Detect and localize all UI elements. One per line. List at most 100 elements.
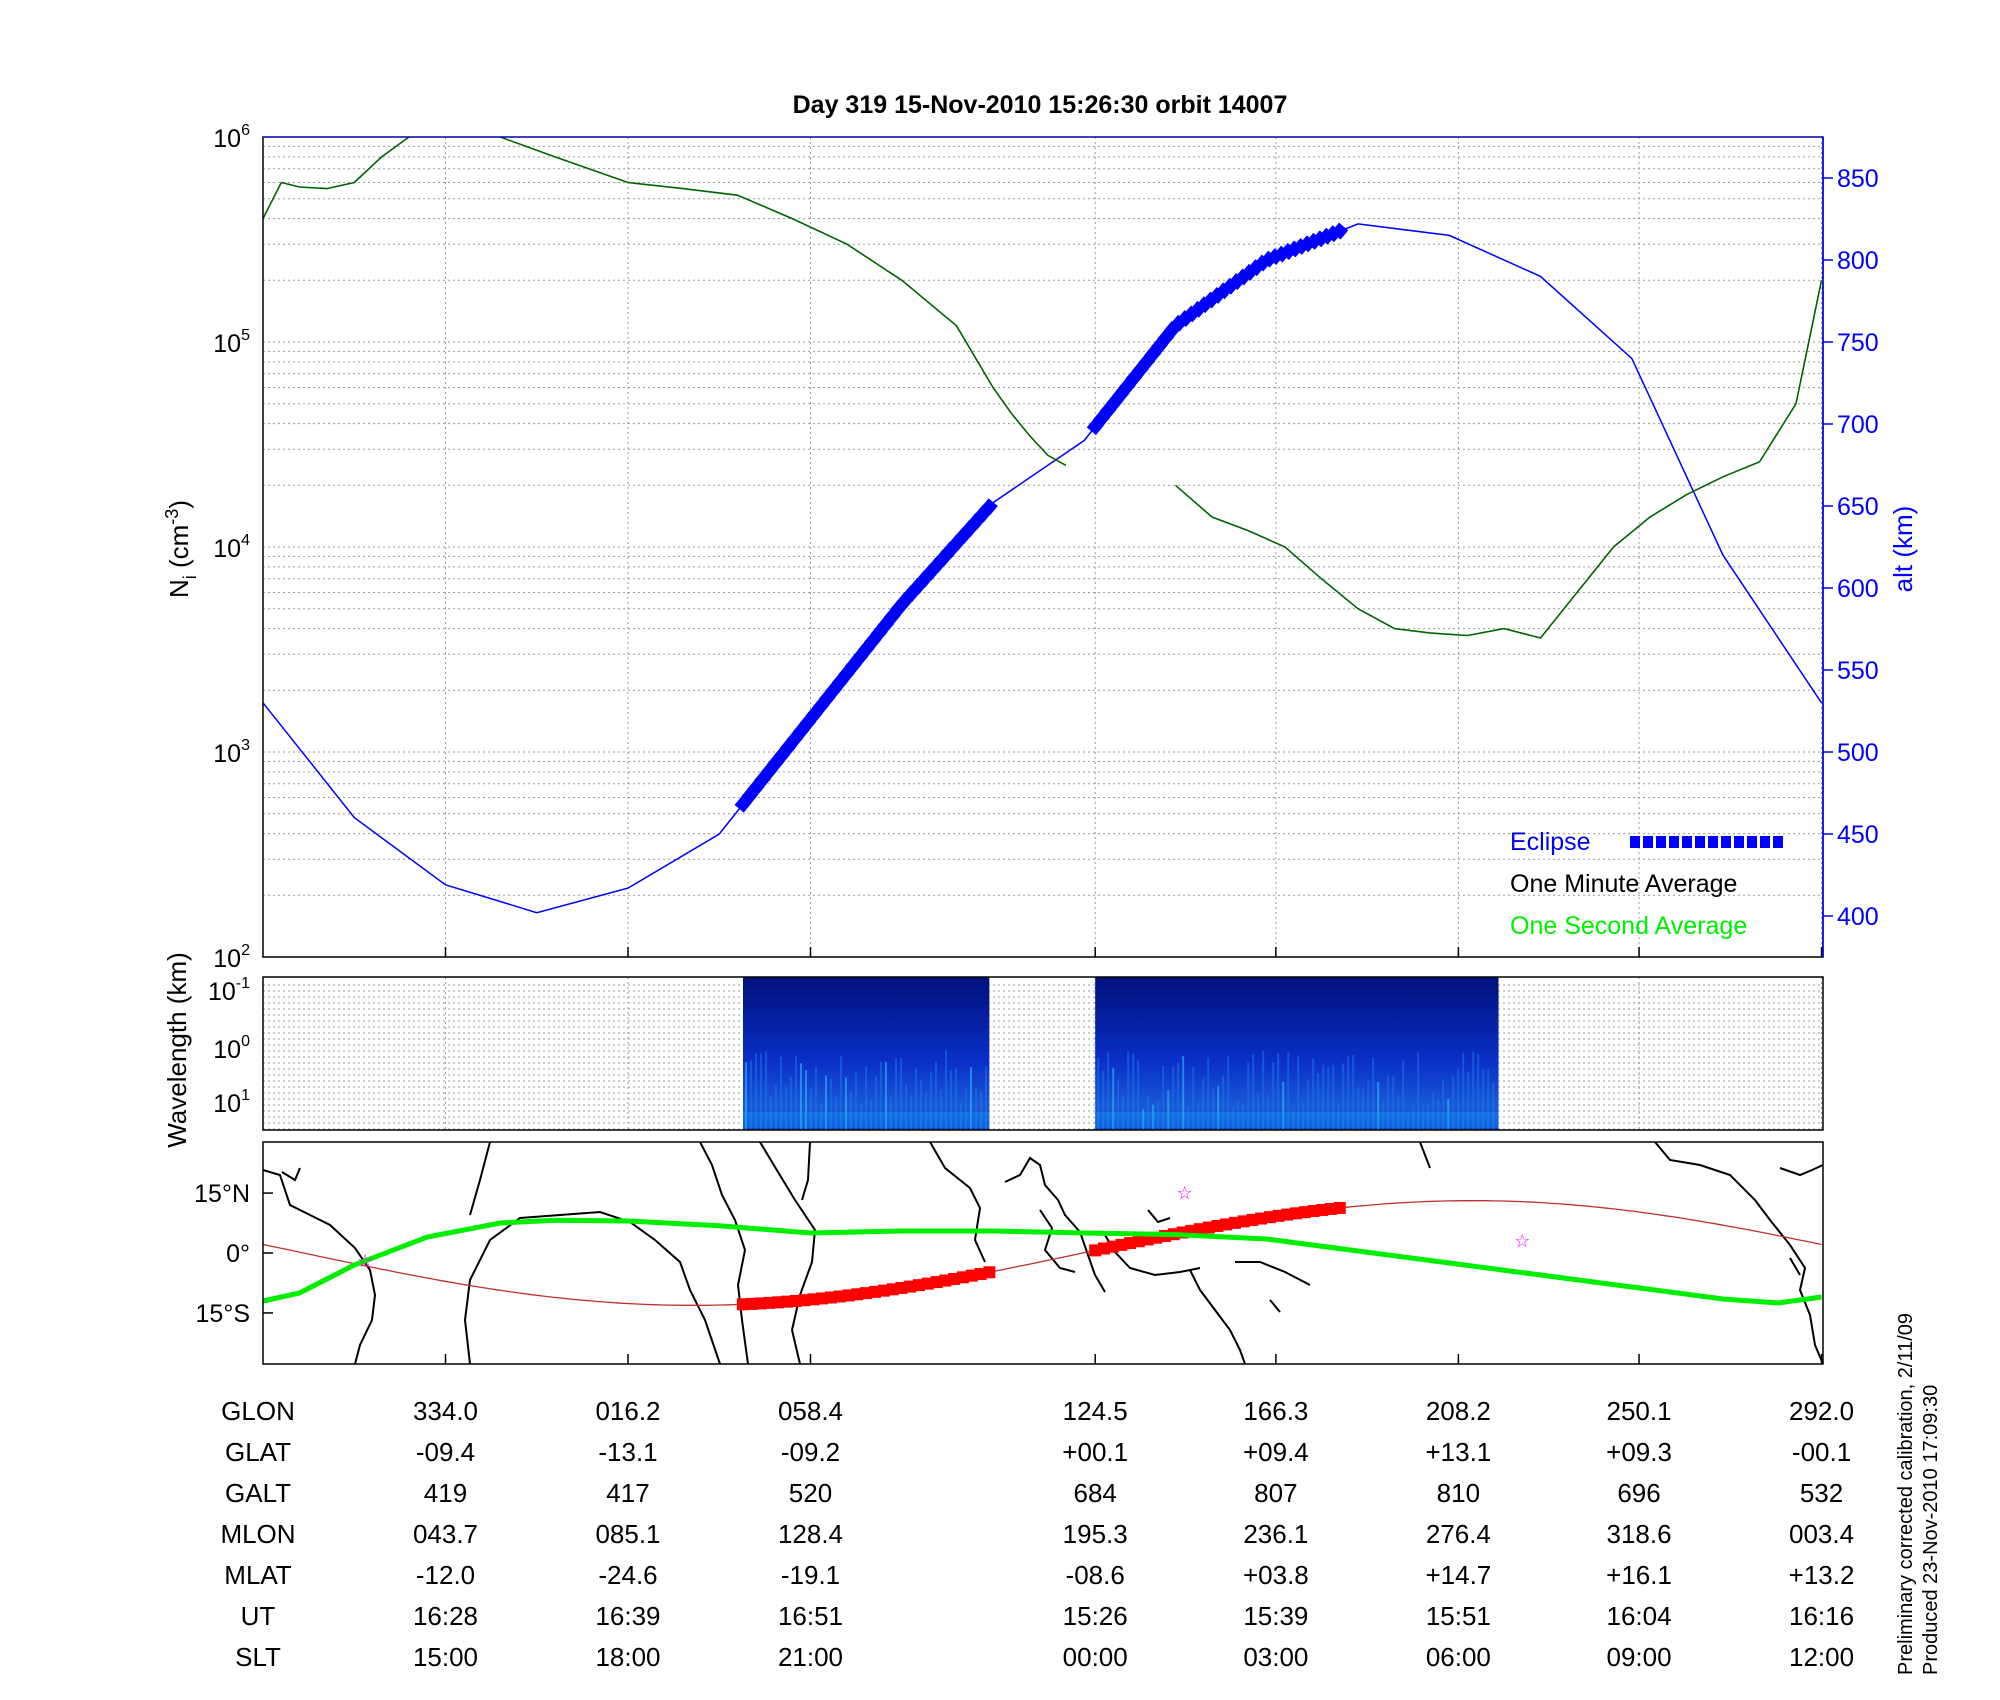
y2-tick-label: 750 (1837, 329, 1879, 357)
spectrogram-streak (1467, 1072, 1470, 1130)
row-label-glat: GLAT (225, 1437, 291, 1467)
table-cell: 16:39 (595, 1601, 660, 1631)
spectrogram-streak (1207, 1057, 1210, 1130)
table-cell: -08.6 (1066, 1560, 1125, 1590)
spectrogram-streak (949, 1070, 952, 1130)
spectrogram-streak (1437, 1099, 1440, 1130)
spectrogram-streak (1227, 1056, 1230, 1130)
spectrogram-streak (774, 1085, 777, 1130)
spectrogram-streak (1327, 1067, 1330, 1130)
spectrogram-streak (1402, 1060, 1405, 1130)
table-cell: -09.2 (781, 1437, 840, 1467)
table-cell: 12:00 (1789, 1642, 1854, 1672)
spectrogram-band (1095, 1112, 1499, 1128)
spectrogram-streak (814, 1067, 817, 1130)
table-cell: 15:00 (413, 1642, 478, 1672)
y-tick-label: 15°S (196, 1300, 250, 1328)
spectrogram-streak (1382, 1100, 1385, 1130)
table-cell: 419 (424, 1478, 467, 1508)
spectrogram-streak (889, 1097, 892, 1130)
y2-tick-label: 600 (1837, 575, 1879, 603)
table-cell: 417 (606, 1478, 649, 1508)
table-cell: +16.1 (1606, 1560, 1672, 1590)
spectrogram-streak (1147, 1096, 1150, 1130)
spectrogram-streak (984, 1066, 987, 1130)
spectrogram-streak (1287, 1052, 1290, 1130)
table-cell: 00:00 (1063, 1642, 1128, 1672)
spectrogram-y-ticks: 10-1 100 101 (208, 975, 250, 1118)
row-label-glon: GLON (221, 1396, 295, 1426)
spectrogram-streak (1392, 1075, 1395, 1130)
y2-tick-label: 650 (1837, 493, 1879, 521)
spectrogram-streak (1172, 1066, 1175, 1130)
table-cell: 810 (1437, 1478, 1480, 1508)
spectrogram-streak (1247, 1061, 1250, 1130)
altitude-y-ticks: 400 450 500 550 600 650 700 750 800 850 (1823, 165, 1879, 931)
spectrogram-streak (879, 1062, 882, 1130)
spectrogram-streak (1107, 1052, 1110, 1130)
track-line (262, 1200, 1822, 1306)
legend-eclipse-marker (1630, 836, 1783, 848)
spectrogram-streak (1217, 1085, 1220, 1130)
spectrogram-streak (974, 1087, 977, 1130)
y-tick-label: 105 (213, 327, 250, 358)
y2-tick-label: 800 (1837, 247, 1879, 275)
spectrogram-streak (1357, 1086, 1360, 1130)
y-tick-label: 0° (226, 1240, 250, 1268)
density-vertical-grid (444, 137, 1823, 957)
legend-eclipse-square (1695, 836, 1705, 848)
spectrogram-streak (764, 1051, 767, 1130)
track-eclipse-marker (1333, 1201, 1346, 1214)
y-tick-label: 101 (213, 1087, 250, 1118)
spectrogram-streak (1302, 1102, 1305, 1130)
spectrogram-streak (1177, 1062, 1180, 1130)
spectrogram-streak (959, 1102, 962, 1130)
spectrogram-streak (1337, 1102, 1340, 1130)
spectrogram-streak (1352, 1054, 1355, 1130)
legend-eclipse-square (1760, 836, 1770, 848)
table-cell: -09.4 (416, 1437, 475, 1467)
spectrogram-streak (929, 1072, 932, 1130)
spectrogram-streak (1252, 1054, 1255, 1130)
spectrogram-streak (1127, 1051, 1130, 1130)
spectrogram-streak (869, 1099, 872, 1130)
spectrogram-segments (742, 977, 1499, 1130)
legend-one-second: One Second Average (1510, 912, 1747, 940)
orbit-table: GLON GLAT GALT MLON MLAT UT SLT 334.0 -09.4 419 04… (220, 1396, 1854, 1672)
spectrogram-streak (799, 1063, 802, 1130)
spectrogram-streak (1432, 1092, 1435, 1130)
spectrogram-streak (1342, 1063, 1345, 1130)
table-cell: 124.5 (1063, 1396, 1128, 1426)
table-cell: 043.7 (413, 1519, 478, 1549)
altitude-series (262, 223, 1823, 914)
spectrogram-streak (894, 1058, 897, 1130)
table-cell: 195.3 (1063, 1519, 1128, 1549)
spectrogram-streak (844, 1077, 847, 1130)
spectrogram-streak (1297, 1056, 1300, 1130)
density-y-ticks: 102 103 104 105 106 (213, 122, 250, 973)
legend-eclipse-square (1630, 836, 1640, 848)
spectrogram-streak (914, 1068, 917, 1130)
table-cell: 18:00 (595, 1642, 660, 1672)
spectrogram-streak (924, 1092, 927, 1130)
spectrogram-streak (1192, 1066, 1195, 1130)
spectrogram-y-label: Wavelength (km) (162, 952, 192, 1148)
spectrogram-streak (1477, 1054, 1480, 1130)
spectrogram-streak (1197, 1102, 1200, 1130)
spectrogram-streak (1242, 1104, 1245, 1130)
spectrogram-streak (939, 1089, 942, 1130)
spectrogram-streak (979, 1090, 982, 1130)
spectrogram-streak (1292, 1109, 1295, 1130)
footprint-trail (262, 1217, 1822, 1306)
spectrogram-streak (1372, 1057, 1375, 1130)
map-y-ticks: 15°N 0° 15°S (194, 1180, 273, 1328)
table-cell: 532 (1800, 1478, 1843, 1508)
spectrogram-streak (969, 1067, 972, 1130)
legend-eclipse-square (1734, 836, 1744, 848)
table-cell: 696 (1617, 1478, 1660, 1508)
spectrogram-streak (1427, 1103, 1430, 1130)
spectrogram-streak (874, 1076, 877, 1130)
table-cell: 520 (789, 1478, 832, 1508)
table-cell: 003.4 (1789, 1519, 1854, 1549)
table-cell: 16:51 (778, 1601, 843, 1631)
